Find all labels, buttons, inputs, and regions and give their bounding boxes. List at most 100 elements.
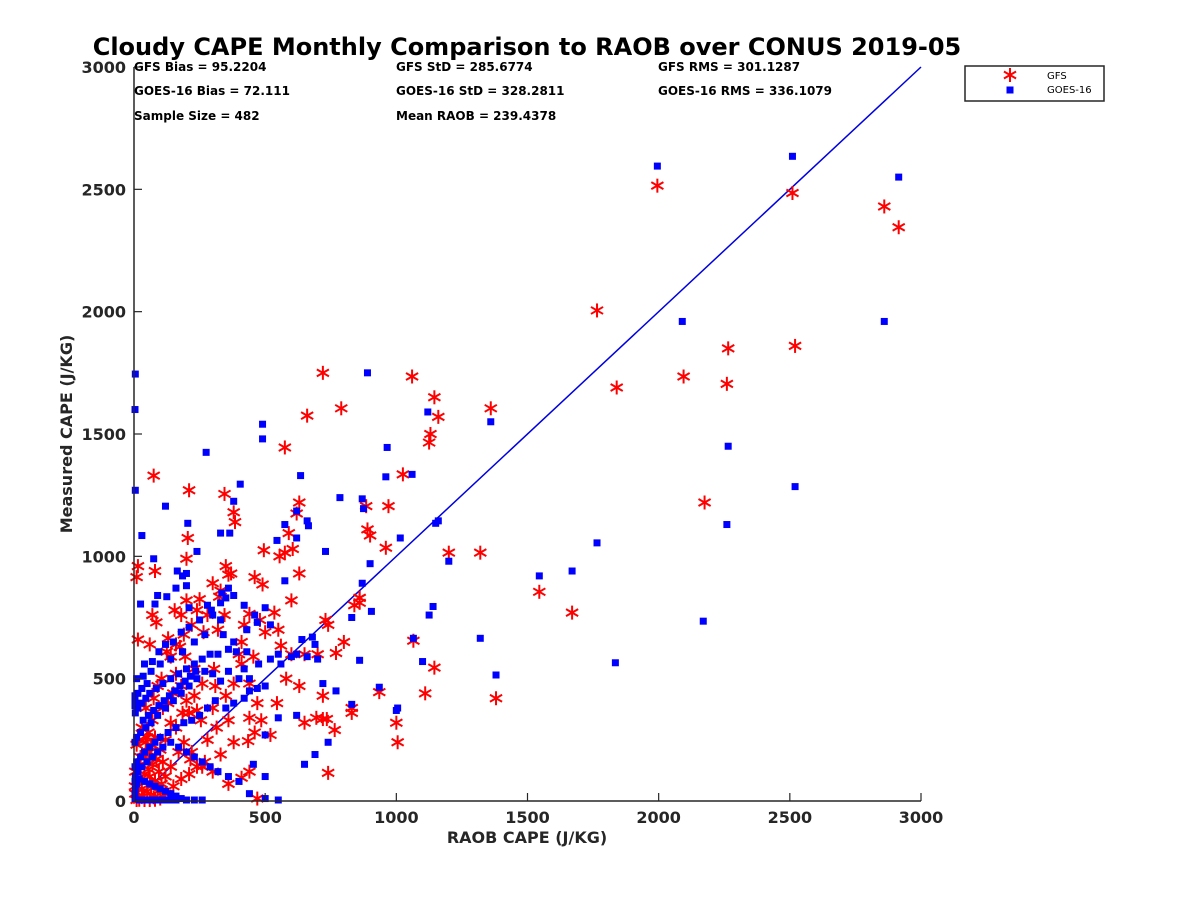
- goes16-point: [180, 719, 188, 727]
- goes16-point: [303, 653, 311, 661]
- goes16-point: [880, 317, 888, 325]
- goes16-point: [261, 604, 269, 612]
- x-tick-label: 0: [128, 808, 139, 827]
- goes16-point: [167, 675, 175, 683]
- goes16-point: [165, 692, 173, 700]
- one-to-one-line: [133, 66, 922, 802]
- goes16-point: [160, 697, 168, 705]
- goes16-point: [207, 606, 215, 614]
- goes16-point: [311, 640, 319, 648]
- goes16-point: [214, 768, 222, 776]
- goes16-point: [182, 796, 190, 804]
- gfs-point: [422, 435, 436, 450]
- goes16-point: [185, 604, 193, 612]
- goes16-point: [293, 711, 301, 719]
- gfs-point: [423, 427, 437, 441]
- goes16-point: [293, 507, 301, 515]
- goes16-point: [217, 529, 225, 537]
- legend-gfs-marker: [1003, 68, 1017, 82]
- goes16-point: [131, 785, 139, 793]
- goes16-point: [133, 733, 141, 741]
- gfs-point: [156, 754, 170, 769]
- goes16-point: [235, 777, 243, 785]
- goes16-point: [140, 796, 148, 804]
- goes16-point: [723, 521, 731, 529]
- goes16-point: [203, 601, 211, 609]
- gfs-point: [484, 401, 498, 416]
- gfs-point: [254, 713, 268, 728]
- stat-gfs-std: GFS StD = 285.6774: [396, 60, 533, 74]
- gfs-point: [427, 390, 441, 405]
- goes16-point: [190, 753, 198, 761]
- gfs-point: [228, 515, 242, 530]
- x-tick-label: 1000: [374, 808, 419, 827]
- goes16-point: [135, 796, 143, 804]
- x-tick-label: 1500: [505, 808, 550, 827]
- goes16-point: [678, 317, 686, 325]
- gfs-point: [489, 691, 503, 706]
- gfs-point: [175, 705, 190, 720]
- goes16-point: [366, 560, 374, 568]
- goes16-point: [287, 653, 295, 661]
- gfs-point: [321, 765, 335, 780]
- goes16-point: [140, 777, 148, 785]
- goes16-point: [266, 655, 274, 663]
- goes16-point: [173, 567, 181, 575]
- goes16-point: [148, 658, 156, 666]
- goes16-point: [217, 677, 225, 685]
- gfs-point: [360, 522, 375, 537]
- gfs-point: [267, 605, 281, 620]
- goes16-point: [396, 534, 404, 542]
- goes16-point: [308, 633, 316, 641]
- goes16-point: [273, 536, 281, 544]
- goes16-point: [181, 677, 189, 685]
- gfs-point: [210, 720, 224, 735]
- goes16-point: [172, 584, 180, 592]
- goes16-point: [154, 748, 162, 756]
- gfs-point: [892, 220, 906, 235]
- goes16-point: [137, 600, 145, 608]
- gfs-point: [234, 634, 249, 649]
- goes16-point: [274, 650, 282, 658]
- goes16-point: [224, 667, 232, 675]
- goes16-point: [138, 532, 146, 540]
- goes16-point: [131, 773, 139, 781]
- goes16-point: [253, 618, 261, 626]
- goes16-point: [156, 785, 164, 793]
- goes16-point: [175, 743, 183, 751]
- goes16-point: [222, 704, 230, 712]
- gfs-point: [677, 369, 691, 384]
- goes16-point: [196, 616, 204, 624]
- gfs-point: [396, 467, 410, 482]
- gfs-point: [610, 380, 624, 395]
- gfs-point: [431, 409, 445, 424]
- legend-gfs-asterisk: [1003, 68, 1017, 82]
- goes16-point: [177, 689, 185, 697]
- goes16-point: [135, 775, 143, 783]
- goes16-point: [182, 748, 190, 756]
- goes16-point: [171, 687, 179, 695]
- goes16-point: [154, 591, 162, 599]
- gfs-point: [190, 603, 204, 618]
- goes16-point: [182, 582, 190, 590]
- legend: GFS GOES-16: [964, 65, 1105, 102]
- goes16-point: [261, 731, 269, 739]
- goes16-point: [235, 675, 243, 683]
- goes16-point: [251, 611, 259, 619]
- goes16-point: [131, 486, 139, 494]
- gfs-point: [158, 769, 173, 784]
- gfs-point: [149, 615, 163, 630]
- goes16-point: [281, 521, 289, 529]
- gfs-point: [391, 735, 405, 750]
- goes16-point: [192, 667, 200, 675]
- gfs-point: [720, 376, 734, 391]
- goes16-point: [175, 670, 183, 678]
- goes16-point: [297, 472, 305, 480]
- gfs-point: [321, 617, 335, 632]
- goes16-point: [535, 572, 543, 580]
- goes16-point: [209, 670, 217, 678]
- goes16-point: [131, 370, 139, 378]
- goes16-point: [150, 706, 158, 714]
- goes16-point: [142, 724, 150, 732]
- goes16-point: [131, 763, 139, 771]
